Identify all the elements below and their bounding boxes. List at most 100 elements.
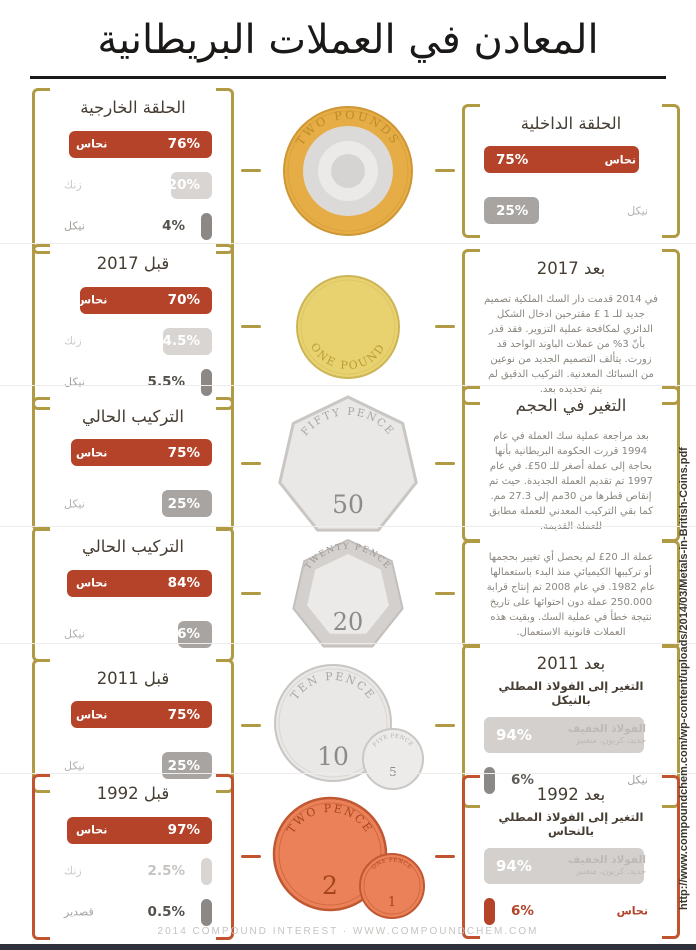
footer-credit: 2014 COMPOUND INTEREST · WWW.COMPOUNDCHE… — [157, 926, 539, 937]
title-block: المعادن في العملات البريطانية — [0, 0, 696, 79]
row-twenty-pence: التركيب الحالي نحاس 84% نيكل 16% TWENTY … — [0, 526, 696, 662]
bar-fill — [69, 130, 212, 158]
metal-label: نحاس — [76, 137, 108, 151]
bar-value: 76% — [167, 136, 200, 153]
panel-heading: بعد 2011 — [536, 654, 606, 673]
metal-label: نيكل — [64, 759, 85, 773]
connector-line — [435, 723, 455, 727]
metal-label: نحاس — [616, 904, 648, 918]
bar-zinc: زنك 20% — [54, 171, 212, 199]
panel-before-2011: قبل 2011 نحاس 75% نيكل 25% — [32, 658, 261, 794]
bar-nickel: نيكل 16% — [54, 620, 212, 648]
panel-heading: قبل 2011 — [96, 668, 170, 688]
metal-label: نحاس — [76, 293, 108, 307]
metal-label: نيكل — [64, 627, 85, 641]
bar-fill — [66, 569, 212, 597]
bar-copper: نحاس 75% — [54, 701, 212, 729]
bar-value: 94% — [496, 725, 532, 744]
coin-two-pence: TWO PENCE 2 ONE PENCE 1 — [234, 774, 462, 940]
panel-inner-ring: الحلقة الداخلية نحاس 75% نيكل 25% — [435, 103, 680, 239]
small-coin-denomination: 1 — [388, 895, 396, 910]
panel-20p-history: عملة الـ 20£ لم يحصل أي تغيير بحجمها أو … — [435, 540, 680, 649]
coin-denomination: 10 — [317, 742, 349, 771]
metal-label: نيكل — [627, 773, 648, 787]
bar-value: 94% — [496, 856, 532, 875]
bar-value: 75% — [167, 444, 200, 461]
panel-subheading: التغير إلى الفولاذ المطلي بالنيكل — [498, 678, 644, 707]
row-two-pounds: الحلقة الخارجية نحاس 76% زنك 20% نيكل 4% — [0, 88, 696, 254]
two-pence-coin-icon: TWO PENCE 2 ONE PENCE 1 — [272, 797, 425, 920]
bar-nickel: نيكل 25% — [484, 197, 658, 225]
connector-line — [435, 461, 455, 465]
steel-label: الفولاذ الخفيف حديد، كربون، منغنيز — [567, 722, 646, 746]
bar-steel: الفولاذ الخفيف حديد، كربون، منغنيز 94% — [484, 716, 658, 753]
bar-fill — [161, 490, 212, 518]
bar-value: 75% — [496, 151, 529, 168]
bar-copper: نحاس 70% — [54, 286, 212, 314]
connector-line — [435, 324, 455, 328]
connector-line — [241, 168, 261, 172]
panel-heading: بعد 2017 — [536, 259, 606, 278]
connector-line — [241, 592, 261, 596]
metal-label: نحاس — [604, 153, 636, 167]
bar-fill — [201, 898, 212, 926]
connector-line — [241, 324, 261, 328]
metal-label: زنك — [64, 334, 82, 348]
bar-value: 4% — [162, 218, 185, 235]
panel-heading: التغير في الحجم — [515, 396, 627, 415]
metal-label: نيكل — [64, 497, 85, 511]
bar-fill — [201, 212, 212, 240]
bar-fill — [162, 327, 212, 355]
bar-fill — [71, 439, 212, 467]
panel-subheading: التغير إلى الفولاذ المطلي بالنحاس — [498, 809, 644, 838]
bar-value: 6% — [511, 903, 534, 920]
bar-fill — [66, 816, 212, 844]
panel-heading: الحلقة الداخلية — [520, 113, 622, 133]
bar-value: 16% — [167, 626, 200, 643]
row-fifty-pence: التركيب الحالي نحاس 75% نيكل 25% FIFTY P… — [0, 385, 696, 542]
bar-copper: نحاس 75% — [54, 439, 212, 467]
coin-denomination: 20 — [333, 608, 364, 636]
row-two-pence: قبل 1992 نحاس 97% زنك 2.5% قصدير 0.5% — [0, 773, 696, 940]
bar-nickel: نيكل 25% — [54, 490, 212, 518]
bar-value: 24.5% — [153, 333, 200, 350]
bar-fill — [170, 171, 212, 199]
metal-label: نحاس — [76, 576, 108, 590]
panel-after-2017: بعد 2017 في 2014 قدمت دار السك الملكية ت… — [435, 249, 680, 405]
bar-nickel: نيكل 6% — [484, 766, 658, 794]
coin-fifty-pence: FIFTY PENCE 50 — [234, 386, 462, 542]
bar-value: 75% — [167, 706, 200, 723]
bar-copper: نحاس 84% — [54, 569, 212, 597]
bar-value: 97% — [167, 822, 200, 839]
panel-heading: التركيب الحالي — [81, 406, 185, 426]
panel-heading: قبل 2017 — [96, 254, 170, 273]
metal-label: زنك — [64, 864, 82, 878]
bar-steel: الفولاذ الخفيف حديد، كربون، منغنيز 94% — [484, 847, 658, 884]
metal-label: نحاس — [76, 708, 108, 722]
connector-line — [241, 854, 261, 858]
panel-before-1992: قبل 1992 نحاس 97% زنك 2.5% قصدير 0.5% — [32, 774, 261, 940]
metal-label: نحاس — [76, 446, 108, 460]
bar-value: 70% — [167, 292, 200, 309]
panel-after-2011: بعد 2011 التغير إلى الفولاذ المطلي بالني… — [435, 644, 680, 808]
bar-copper: نحاس 76% — [54, 130, 212, 158]
bar-value: 25% — [167, 757, 200, 774]
fifty-pence-coin-icon: FIFTY PENCE 50 — [278, 395, 418, 532]
bar-value: 25% — [167, 495, 200, 512]
bar-fill — [201, 368, 212, 396]
row-ten-pence: قبل 2011 نحاس 75% نيكل 25% TEN PENCE 10 — [0, 643, 696, 808]
bar-fill — [484, 146, 640, 174]
panel-paragraph: في 2014 قدمت دار السك الملكية تصميم جديد… — [484, 293, 658, 395]
bar-copper: نحاس 75% — [484, 146, 658, 174]
small-coin-denomination: 5 — [389, 765, 397, 779]
panel-paragraph: عملة الـ 20£ لم يحصل أي تغيير بحجمها أو … — [486, 552, 656, 639]
connector-line — [435, 168, 455, 172]
connector-line — [241, 723, 261, 727]
row-one-pound: قبل 2017 نحاس 70% زنك 24.5% نيكل 5.5% — [0, 243, 696, 410]
metal-label: نحاس — [76, 823, 108, 837]
bottom-strip — [0, 944, 696, 950]
coin-two-pounds: TWO POUNDS — [234, 88, 462, 254]
panel-current-composition-20p: التركيب الحالي نحاس 84% نيكل 16% — [32, 527, 261, 662]
one-pound-coin-icon: ONE POUND — [296, 274, 400, 379]
